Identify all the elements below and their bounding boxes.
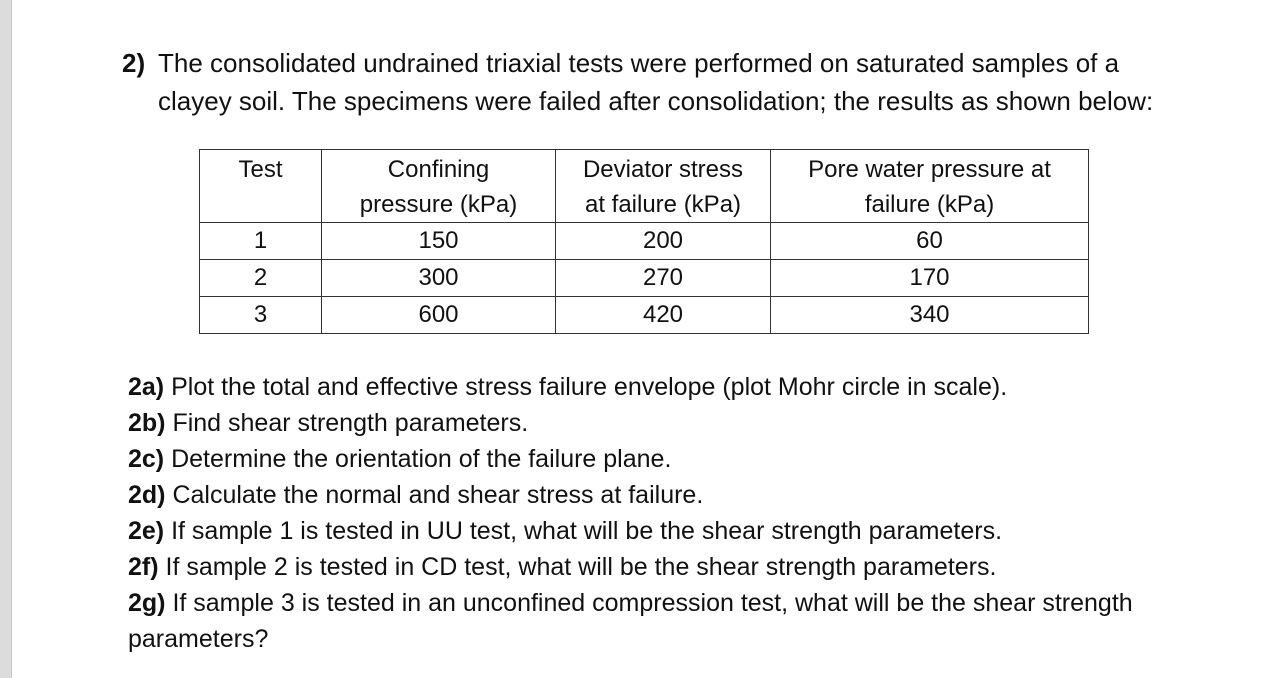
part-label: 2c)	[128, 445, 165, 473]
cell-deviator-stress: 420	[555, 296, 771, 334]
table-row: 2 300 270 170	[199, 259, 1089, 297]
part-2e: 2e) If sample 1 is tested in UU test, wh…	[128, 513, 1238, 549]
part-2a: 2a) Plot the total and effective stress …	[128, 369, 1238, 405]
question-number: 2)	[122, 48, 146, 78]
part-text: If sample 2 is tested in CD test, what w…	[158, 553, 997, 581]
cell-pore-water-pressure: 60	[770, 222, 1089, 260]
part-2b: 2b) Find shear strength parameters.	[128, 405, 1238, 441]
cell-deviator-stress: 200	[555, 222, 771, 260]
part-2g: 2g) If sample 3 is tested in an unconfin…	[128, 585, 1238, 621]
part-label: 2g)	[128, 589, 166, 617]
results-table: Test Confining pressure (kPa) Deviator s…	[199, 149, 1089, 334]
header-deviator-stress: Deviator stress at failure (kPa)	[555, 149, 771, 223]
table-header-row: Test Confining pressure (kPa) Deviator s…	[199, 149, 1089, 223]
cell-pore-water-pressure: 340	[770, 296, 1089, 334]
part-label: 2a)	[128, 373, 165, 401]
cell-deviator-stress: 270	[555, 259, 771, 297]
header-confining-pressure: Confining pressure (kPa)	[321, 149, 556, 223]
cell-test: 3	[199, 296, 322, 334]
header-pore-water-pressure: Pore water pressure at failure (kPa)	[770, 149, 1089, 223]
intro-line-2: clayey soil. The specimens were failed a…	[158, 86, 1154, 116]
part-label: 2f)	[128, 553, 159, 581]
cell-test: 2	[199, 259, 322, 297]
part-2c: 2c) Determine the orientation of the fai…	[128, 441, 1238, 477]
part-label: 2d)	[128, 481, 166, 509]
cell-test: 1	[199, 222, 322, 260]
cell-confining-pressure: 600	[321, 296, 556, 334]
table-row: 3 600 420 340	[199, 296, 1089, 334]
question-parts: 2a) Plot the total and effective stress …	[128, 369, 1238, 657]
cell-pore-water-pressure: 170	[770, 259, 1089, 297]
part-text: If sample 3 is tested in an unconfined c…	[165, 589, 1133, 617]
part-2f: 2f) If sample 2 is tested in CD test, wh…	[128, 549, 1238, 585]
table-row: 1 150 200 60	[199, 222, 1089, 260]
cell-confining-pressure: 150	[321, 222, 556, 260]
part-text: Calculate the normal and shear stress at…	[165, 481, 704, 509]
part-label: 2b)	[128, 409, 166, 437]
part-text: If sample 1 is tested in UU test, what w…	[164, 517, 1003, 545]
part-2g-continuation: parameters?	[128, 625, 269, 653]
part-label: 2e)	[128, 517, 165, 545]
part-text: Find shear strength parameters.	[165, 409, 529, 437]
part-text: Determine the orientation of the failure…	[164, 445, 672, 473]
page-edge	[0, 0, 12, 678]
part-text: Plot the total and effective stress fail…	[164, 373, 1008, 401]
intro-line-1: The consolidated undrained triaxial test…	[158, 48, 1120, 78]
header-test: Test	[199, 149, 322, 223]
part-2d: 2d) Calculate the normal and shear stres…	[128, 477, 1238, 513]
cell-confining-pressure: 300	[321, 259, 556, 297]
